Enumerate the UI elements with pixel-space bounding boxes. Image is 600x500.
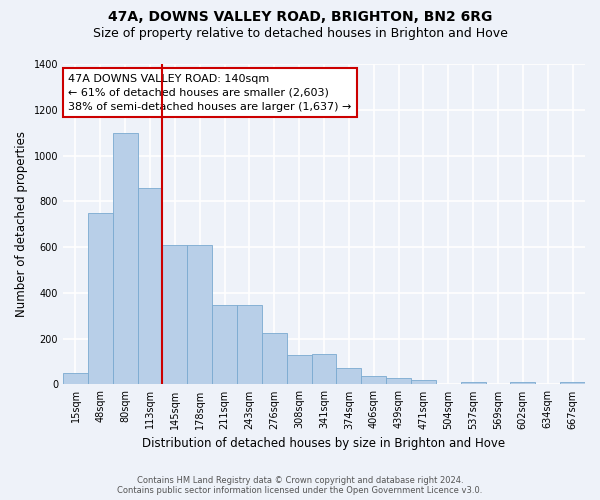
Bar [560,382,585,384]
Bar [237,306,262,384]
Text: 47A, DOWNS VALLEY ROAD, BRIGHTON, BN2 6RG: 47A, DOWNS VALLEY ROAD, BRIGHTON, BN2 6R… [108,10,492,24]
Bar [511,382,535,384]
Bar [386,378,411,384]
Bar [411,380,436,384]
Bar [187,245,212,384]
Bar [337,368,361,384]
Text: 47A DOWNS VALLEY ROAD: 140sqm
← 61% of detached houses are smaller (2,603)
38% o: 47A DOWNS VALLEY ROAD: 140sqm ← 61% of d… [68,74,352,112]
Bar [311,354,337,384]
Bar [163,245,187,384]
Bar [88,213,113,384]
X-axis label: Distribution of detached houses by size in Brighton and Hove: Distribution of detached houses by size … [142,437,506,450]
Bar [461,382,485,384]
Text: Size of property relative to detached houses in Brighton and Hove: Size of property relative to detached ho… [92,28,508,40]
Bar [137,188,163,384]
Bar [287,354,311,384]
Bar [262,333,287,384]
Bar [113,132,137,384]
Text: Contains HM Land Registry data © Crown copyright and database right 2024.
Contai: Contains HM Land Registry data © Crown c… [118,476,482,495]
Y-axis label: Number of detached properties: Number of detached properties [15,131,28,317]
Bar [63,373,88,384]
Bar [361,376,386,384]
Bar [212,306,237,384]
